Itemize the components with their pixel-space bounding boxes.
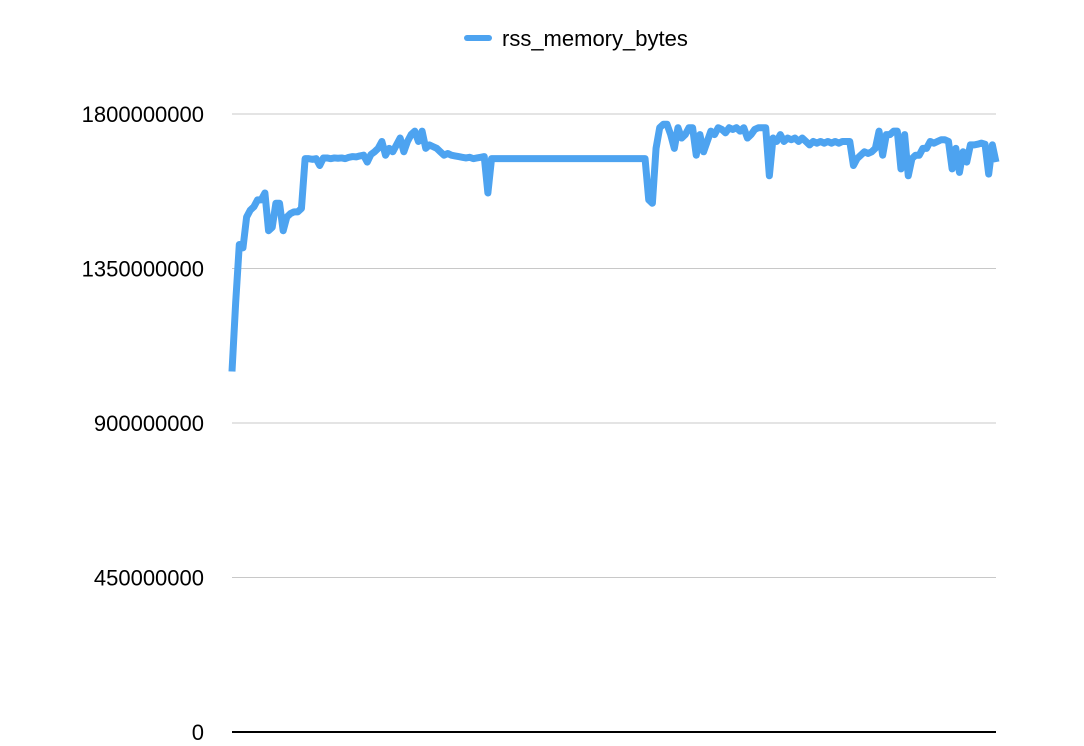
y-tick-label: 450000000 [94, 566, 204, 591]
y-tick-label: 1800000000 [82, 102, 204, 127]
y-axis-tick-labels: 0 450000000 900000000 1350000000 1800000000 [82, 102, 204, 745]
gridlines [232, 113, 996, 578]
y-tick-label: 0 [192, 720, 204, 745]
series-line [228, 120, 1000, 372]
legend: rss_memory_bytes [464, 26, 688, 51]
y-tick-label: 900000000 [94, 411, 204, 436]
series-group [228, 120, 1000, 372]
y-tick-label: 1350000000 [82, 257, 204, 282]
legend-label: rss_memory_bytes [502, 26, 688, 51]
